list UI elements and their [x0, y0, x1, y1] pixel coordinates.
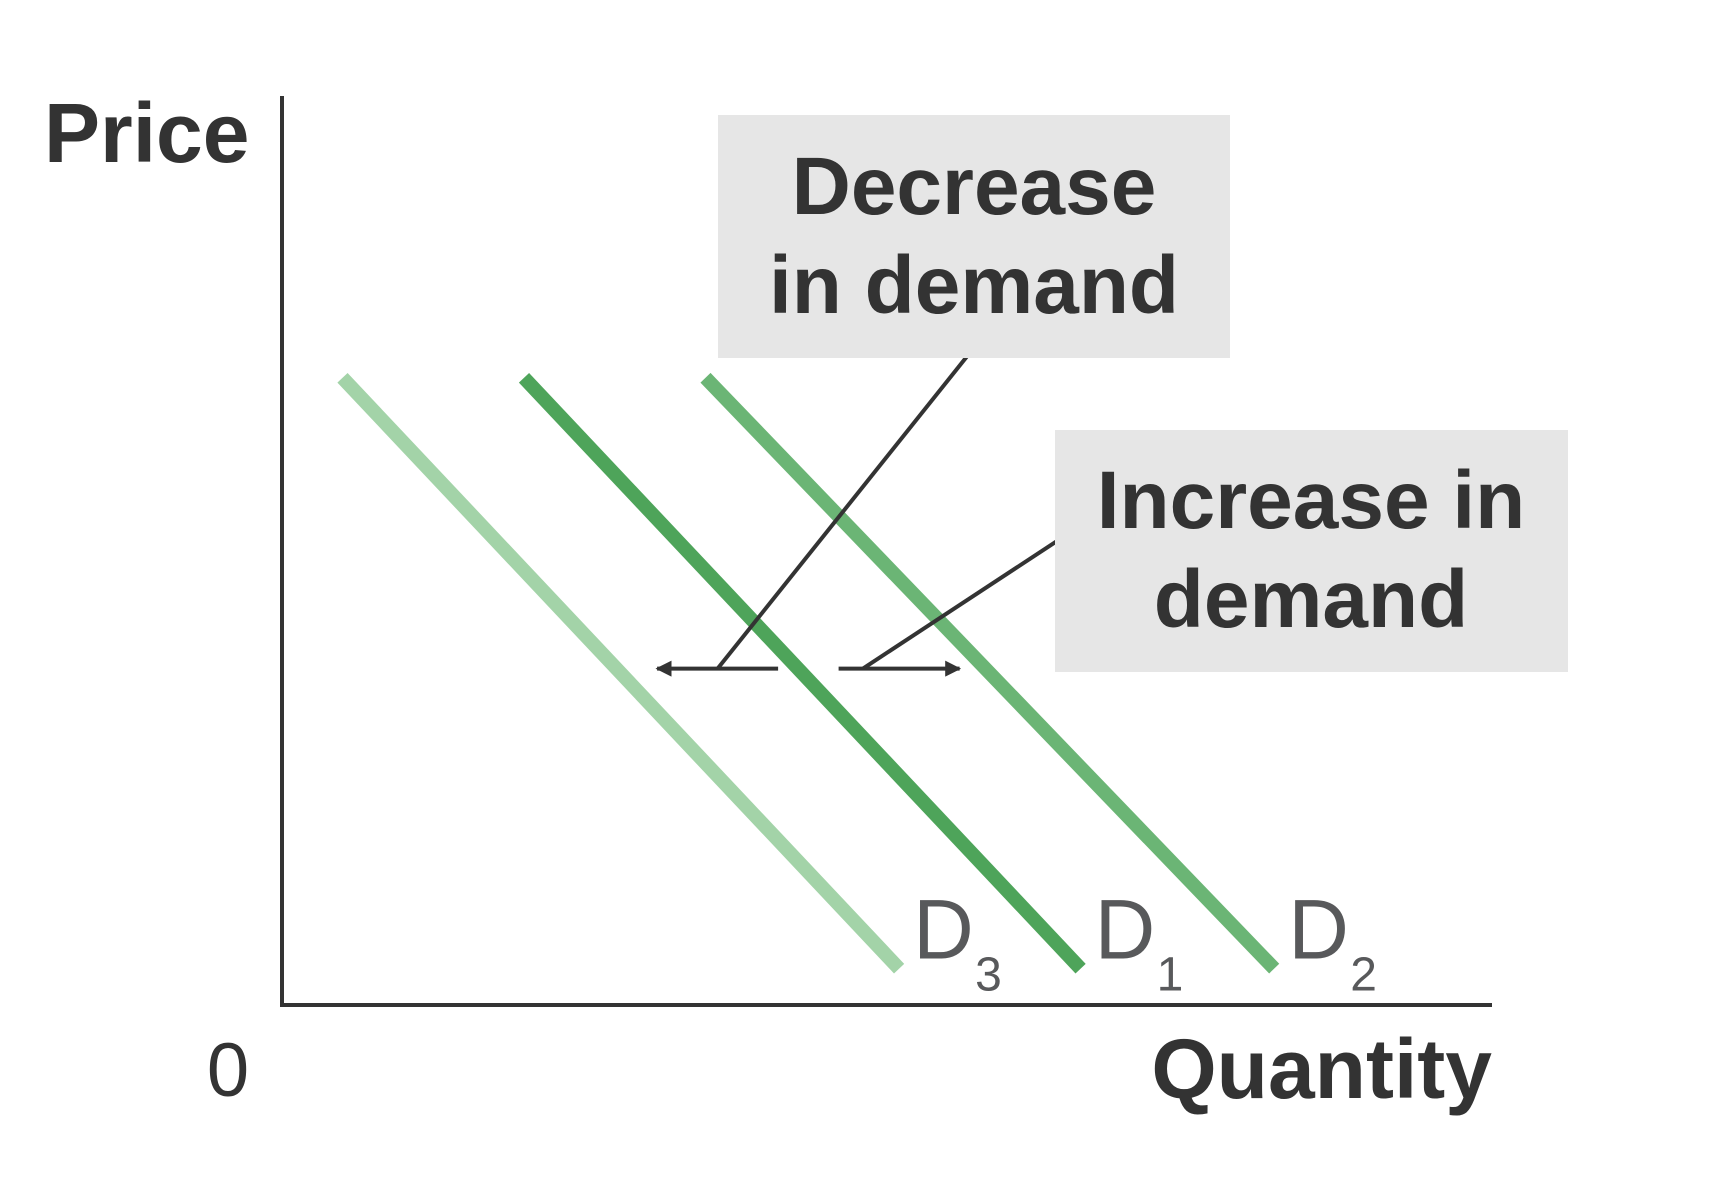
increase-annotation: Increase in demand [1055, 430, 1568, 672]
increase-annotation-box [1055, 430, 1568, 672]
demand-curve-d3 [337, 372, 905, 974]
curve-label-d3-subscript: 3 [975, 949, 1002, 1002]
demand-curve-d1 [518, 372, 1086, 974]
decrease-annotation-line-1: Decrease [792, 141, 1157, 232]
curve-label-d1-subscript: 1 [1157, 949, 1184, 1002]
decrease-annotation-box [718, 115, 1230, 358]
origin-label: 0 [207, 1028, 249, 1113]
decrease-annotation: Decrease in demand [718, 115, 1230, 358]
decrease-leader-line [716, 349, 974, 670]
increase-leader-line [861, 539, 1058, 671]
curve-label-d2-subscript: 2 [1350, 949, 1377, 1002]
demand-curve-d2 [700, 372, 1280, 974]
x-axis-label: Quantity [1151, 1022, 1492, 1116]
curve-label-d2: D [1288, 883, 1349, 977]
decrease-annotation-line-2: in demand [769, 240, 1179, 331]
increase-annotation-line-1: Increase in [1097, 455, 1525, 546]
y-axis-label: Price [44, 86, 250, 180]
demand-curves [337, 372, 1280, 974]
curve-label-d3: D [913, 883, 974, 977]
increase-annotation-line-2: demand [1154, 554, 1468, 645]
curve-label-d1: D [1095, 883, 1156, 977]
shift-arrows [655, 349, 1058, 677]
